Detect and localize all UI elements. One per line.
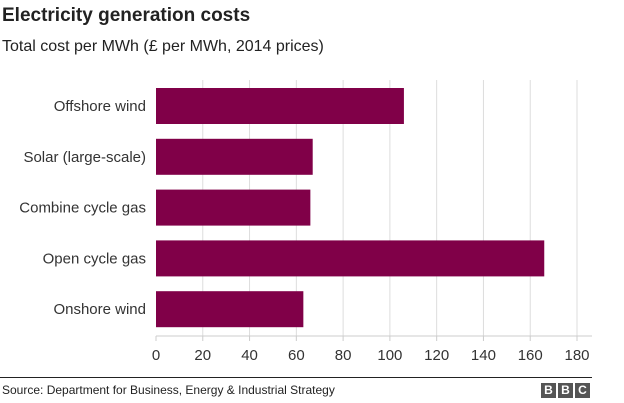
- bar: [156, 189, 311, 226]
- x-tick-label: 80: [335, 347, 352, 364]
- chart-title: Electricity generation costs: [2, 5, 251, 26]
- source-note: Source: Department for Business, Energy …: [2, 383, 335, 397]
- logo-letter: B: [558, 383, 573, 398]
- bar: [156, 88, 404, 124]
- category-label: Combine cycle gas: [19, 200, 146, 217]
- bbc-logo: B B C: [541, 383, 590, 398]
- x-tick-label: 60: [288, 347, 305, 364]
- category-label: Open cycle gas: [43, 250, 146, 267]
- bar: [156, 240, 545, 277]
- x-tick-label: 160: [518, 347, 543, 364]
- bar: [156, 138, 313, 175]
- logo-letter: B: [541, 383, 556, 398]
- x-tick-label: 0: [152, 347, 160, 364]
- x-tick-label: 100: [377, 347, 402, 364]
- logo-letter: C: [575, 383, 590, 398]
- category-label: Solar (large-scale): [23, 149, 146, 166]
- category-label: Offshore wind: [54, 98, 146, 115]
- bar: [156, 291, 304, 328]
- x-tick-label: 140: [471, 347, 496, 364]
- category-label: Onshore wind: [53, 301, 146, 318]
- x-tick-label: 20: [194, 347, 211, 364]
- x-tick-label: 120: [424, 347, 449, 364]
- footer-divider: [0, 377, 592, 378]
- chart-subtitle: Total cost per MWh (£ per MWh, 2014 pric…: [2, 38, 324, 55]
- x-tick-label: 180: [564, 347, 589, 364]
- x-tick-label: 40: [241, 347, 258, 364]
